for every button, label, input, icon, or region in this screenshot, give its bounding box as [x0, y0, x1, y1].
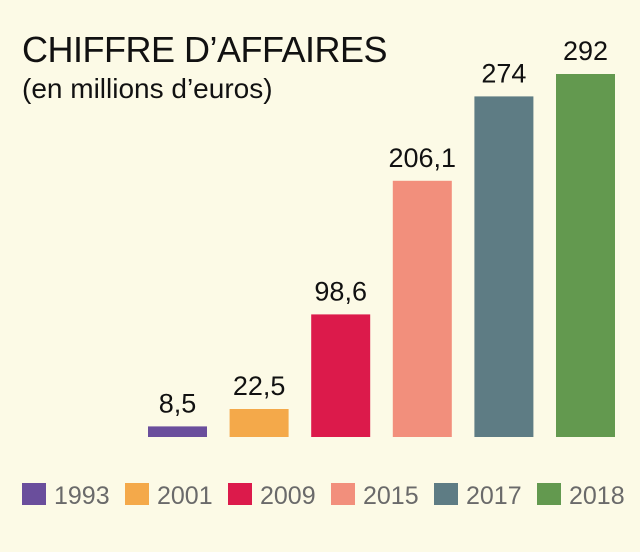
legend-label-2015: 2015: [363, 482, 419, 510]
legend-swatch-2017: [434, 483, 458, 505]
value-label-2001: 22,5: [233, 371, 286, 401]
bar-2017: [474, 96, 534, 438]
value-labels-group: 8,5 22,5 98,6 206,1 274 292: [159, 36, 608, 418]
legend-swatch-1993: [22, 483, 46, 505]
bars-group: [148, 74, 615, 438]
legend: 1993 2001 2009 2015 2017 2018: [22, 482, 625, 510]
bar-2018: [556, 74, 615, 437]
bar-1993: [148, 426, 207, 437]
legend-label-1993: 1993: [54, 482, 110, 510]
legend-label-2018: 2018: [569, 482, 625, 510]
legend-label-2001: 2001: [157, 482, 213, 510]
value-label-2017: 274: [481, 58, 526, 88]
bar-2009: [311, 314, 371, 437]
chart-title: CHIFFRE D’AFFAIRES: [22, 29, 387, 70]
legend-swatch-2018: [537, 483, 561, 505]
legend-label-2009: 2009: [260, 482, 316, 510]
legend-swatch-2009: [228, 483, 252, 505]
value-label-2015: 206,1: [389, 143, 457, 173]
value-label-2009: 98,6: [314, 276, 367, 306]
chart-subtitle: (en millions d’euros): [22, 73, 273, 104]
bar-2015: [392, 180, 452, 438]
legend-swatch-2001: [125, 483, 149, 505]
value-label-1993: 8,5: [159, 388, 197, 418]
bar-2001: [229, 409, 289, 437]
legend-label-2017: 2017: [466, 482, 522, 510]
legend-swatch-2015: [331, 483, 355, 505]
value-label-2018: 292: [563, 36, 608, 66]
